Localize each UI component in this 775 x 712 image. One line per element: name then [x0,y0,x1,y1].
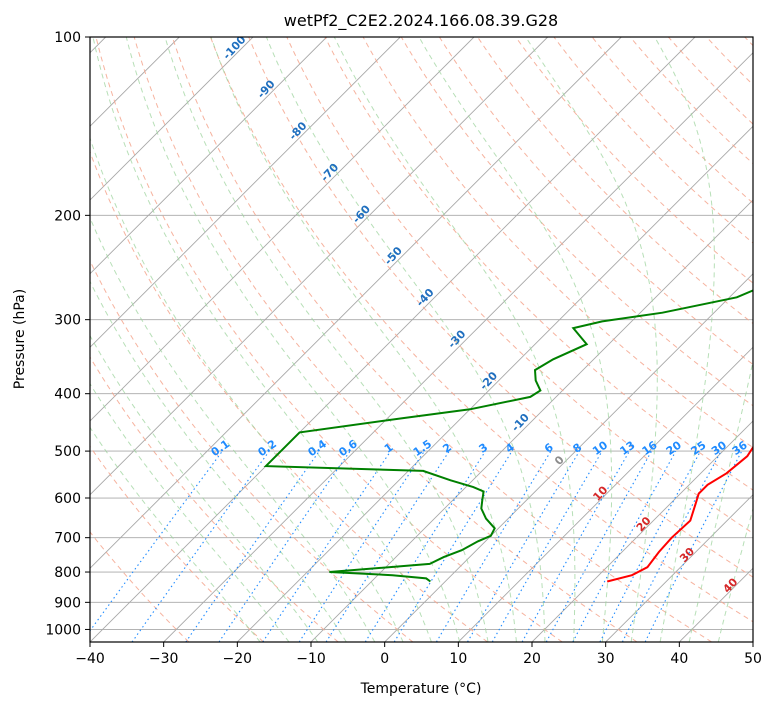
y-tick-label: 400 [54,387,81,403]
y-tick-label: 200 [54,208,81,224]
x-tick-label: −30 [149,651,179,667]
x-tick-label: 50 [744,651,762,667]
chart-title: wetPf2_C2E2.2024.166.08.39.G28 [284,11,558,31]
y-tick-label: 300 [54,313,81,329]
y-tick-label: 500 [54,444,81,460]
y-tick-label: 800 [54,565,81,581]
y-tick-label: 100 [54,30,81,46]
y-axis-label: Pressure (hPa) [12,289,28,389]
x-axis-label: Temperature (°C) [360,681,482,697]
y-tick-label: 600 [54,491,81,507]
x-tick-label: 10 [449,651,467,667]
y-tick-label: 1000 [45,622,81,638]
x-tick-label: −10 [296,651,326,667]
x-tick-label: 0 [380,651,389,667]
y-tick-label: 700 [54,531,81,547]
y-tick-label: 900 [54,595,81,611]
x-tick-label: 40 [670,651,688,667]
x-tick-label: −40 [75,651,105,667]
x-tick-label: 20 [523,651,541,667]
x-tick-label: 30 [597,651,615,667]
x-tick-label: −20 [223,651,253,667]
